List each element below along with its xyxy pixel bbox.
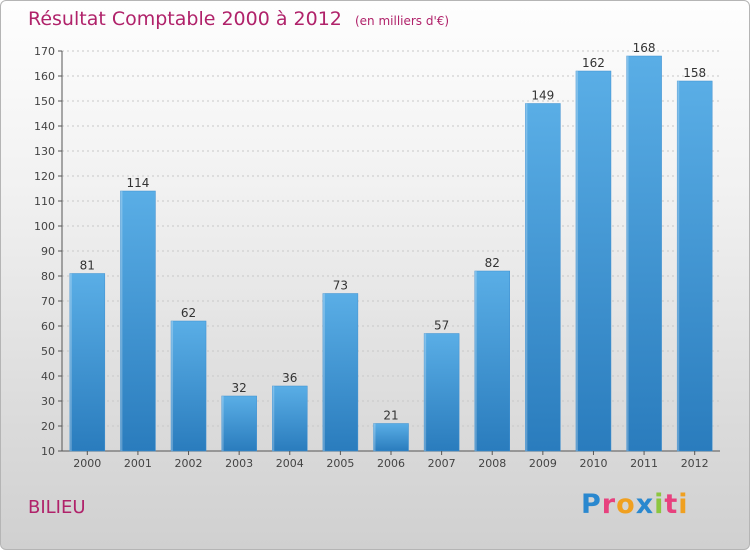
y-tick-label: 130 bbox=[34, 145, 55, 158]
logo-letter: t bbox=[664, 489, 679, 520]
logo-letter: o bbox=[616, 489, 636, 520]
data-label: 114 bbox=[126, 176, 149, 190]
x-tick-label: 2008 bbox=[478, 457, 506, 470]
x-tick-label: 2001 bbox=[124, 457, 152, 470]
x-tick-label: 2005 bbox=[326, 457, 354, 470]
x-tick-label: 2006 bbox=[377, 457, 405, 470]
bar-highlight bbox=[677, 81, 680, 451]
bar-highlight bbox=[474, 271, 477, 451]
bar bbox=[120, 190, 156, 452]
bar-highlight bbox=[272, 386, 275, 451]
data-label: 32 bbox=[232, 381, 247, 395]
bar bbox=[170, 320, 207, 452]
bar-highlight bbox=[171, 321, 174, 451]
logo-letter: i bbox=[654, 489, 665, 520]
data-label: 168 bbox=[633, 41, 656, 55]
y-tick-label: 40 bbox=[41, 370, 55, 383]
data-label: 82 bbox=[485, 256, 500, 270]
bar bbox=[525, 103, 561, 452]
chart-subtitle: (en milliers d'€) bbox=[354, 14, 450, 28]
bar-highlight bbox=[575, 71, 578, 451]
data-label: 73 bbox=[333, 279, 348, 293]
bar bbox=[69, 273, 106, 452]
data-label: 81 bbox=[80, 259, 95, 273]
x-tick-label: 2004 bbox=[276, 457, 304, 470]
x-tick-label: 2007 bbox=[428, 457, 456, 470]
logo-letter: P bbox=[581, 489, 602, 520]
y-tick-label: 160 bbox=[34, 70, 55, 83]
location-name: BILIEU bbox=[28, 497, 86, 518]
x-tick-label: 2009 bbox=[529, 457, 557, 470]
y-tick-label: 50 bbox=[41, 345, 55, 358]
data-label: 57 bbox=[434, 319, 449, 333]
x-tick-label: 2010 bbox=[579, 457, 607, 470]
data-label: 62 bbox=[181, 306, 196, 320]
data-label: 149 bbox=[531, 89, 554, 103]
x-tick-label: 2002 bbox=[175, 457, 203, 470]
y-tick-label: 120 bbox=[34, 170, 55, 183]
y-tick-label: 100 bbox=[34, 220, 55, 233]
y-tick-label: 90 bbox=[41, 245, 55, 258]
x-tick-label: 2000 bbox=[73, 457, 101, 470]
proxiti-logo: Proxiti bbox=[581, 489, 689, 520]
y-tick-label: 60 bbox=[41, 320, 55, 333]
bar-highlight bbox=[373, 423, 376, 451]
chart-title-block: Résultat Comptable 2000 à 2012 (en milli… bbox=[28, 8, 449, 30]
bar-highlight bbox=[120, 191, 123, 451]
bar bbox=[373, 423, 409, 452]
bar-highlight bbox=[525, 103, 528, 451]
x-tick-label: 2003 bbox=[225, 457, 253, 470]
bar bbox=[626, 55, 662, 452]
bar-highlight bbox=[69, 273, 72, 451]
x-tick-label: 2011 bbox=[630, 457, 658, 470]
y-tick-label: 80 bbox=[41, 270, 55, 283]
y-tick-label: 30 bbox=[41, 395, 55, 408]
y-tick-label: 140 bbox=[34, 120, 55, 133]
y-tick-label: 20 bbox=[41, 420, 55, 433]
data-label: 36 bbox=[282, 371, 297, 385]
y-tick-label: 170 bbox=[34, 45, 55, 58]
x-tick-label: 2012 bbox=[681, 457, 709, 470]
bar-highlight bbox=[424, 333, 427, 451]
y-tick-label: 10 bbox=[41, 445, 55, 458]
y-tick-label: 70 bbox=[41, 295, 55, 308]
bar bbox=[322, 293, 359, 452]
bar bbox=[221, 395, 257, 452]
y-tick-label: 150 bbox=[34, 95, 55, 108]
bar-highlight bbox=[626, 56, 629, 451]
bar-highlight bbox=[322, 293, 325, 451]
data-label: 162 bbox=[582, 56, 605, 70]
bar bbox=[474, 270, 510, 452]
logo-letter: i bbox=[678, 489, 689, 520]
chart-title: Résultat Comptable 2000 à 2012 bbox=[28, 8, 342, 30]
bar-highlight bbox=[221, 396, 224, 451]
y-tick-label: 110 bbox=[34, 195, 55, 208]
logo-letter: r bbox=[601, 489, 617, 520]
bar bbox=[676, 80, 713, 452]
data-label: 21 bbox=[383, 409, 398, 423]
bar bbox=[272, 385, 308, 452]
logo-letter: x bbox=[635, 489, 655, 520]
bar bbox=[423, 333, 460, 452]
bar bbox=[575, 70, 612, 452]
data-label: 158 bbox=[683, 66, 706, 80]
